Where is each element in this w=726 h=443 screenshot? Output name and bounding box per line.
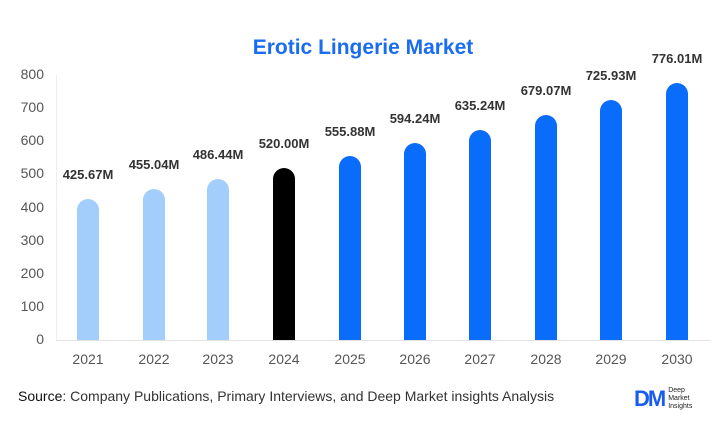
bar-value-label: 520.00M: [258, 135, 310, 151]
y-tick-label: 600: [20, 132, 44, 149]
bar-2026: [404, 143, 426, 340]
logo-line-1: Deep: [668, 387, 685, 394]
y-tick-label: 400: [20, 198, 44, 215]
bar-2030: [666, 82, 688, 340]
logo-line-3: Insights: [668, 403, 693, 410]
bar-value-label: 725.93M: [585, 67, 637, 83]
bar-2023: [207, 178, 229, 340]
bar-value-label: 679.07M: [520, 83, 572, 99]
brand-logo: DM Deep Market Insights: [634, 386, 692, 412]
x-tick-label: 2022: [138, 351, 170, 367]
y-tick-label: 500: [20, 165, 44, 182]
y-tick-label: 100: [20, 297, 44, 314]
bar-value-label: 425.67M: [62, 166, 114, 182]
x-axis-line: [56, 340, 710, 341]
chart-title: Erotic Lingerie Market: [252, 36, 474, 59]
x-tick-label: 2029: [595, 351, 627, 367]
y-tick-label: 200: [20, 264, 44, 281]
bar-value-label: 776.01M: [651, 50, 703, 66]
y-tick-label: 700: [20, 99, 44, 116]
y-tick-label: 0: [36, 331, 44, 347]
y-tick-label: 800: [20, 66, 44, 82]
x-tick-label: 2030: [661, 351, 693, 367]
y-tick-label: 300: [20, 231, 44, 248]
bar-value-label: 555.88M: [324, 123, 376, 139]
bar-2022: [143, 189, 165, 340]
source-note: Source: Company Publications, Primary In…: [18, 388, 554, 404]
bar-2024: [273, 167, 295, 340]
x-tick-label: 2026: [399, 351, 431, 367]
x-tick-label: 2025: [334, 351, 366, 367]
bar-2029: [600, 99, 622, 340]
bar-value-label: 594.24M: [389, 111, 441, 127]
x-tick-label: 2028: [530, 351, 562, 367]
bar-2027: [469, 129, 491, 340]
source-text: : Company Publications, Primary Intervie…: [62, 388, 555, 404]
bar-value-label: 455.04M: [128, 157, 180, 173]
bar-2025: [339, 155, 361, 340]
bar-2021: [77, 198, 99, 340]
logo-line-2: Market: [668, 395, 690, 402]
y-axis-line: [56, 75, 57, 340]
bar-value-label: 486.44M: [192, 146, 244, 162]
x-tick-label: 2027: [464, 351, 496, 367]
source-label: Source: [18, 388, 63, 404]
dm-logo-icon: DM: [634, 386, 666, 411]
x-tick-label: 2021: [72, 351, 104, 367]
x-tick-label: 2024: [268, 351, 300, 367]
bar-value-label: 635.24M: [454, 97, 506, 113]
x-tick-label: 2023: [202, 351, 234, 367]
bar-2028: [535, 115, 557, 340]
